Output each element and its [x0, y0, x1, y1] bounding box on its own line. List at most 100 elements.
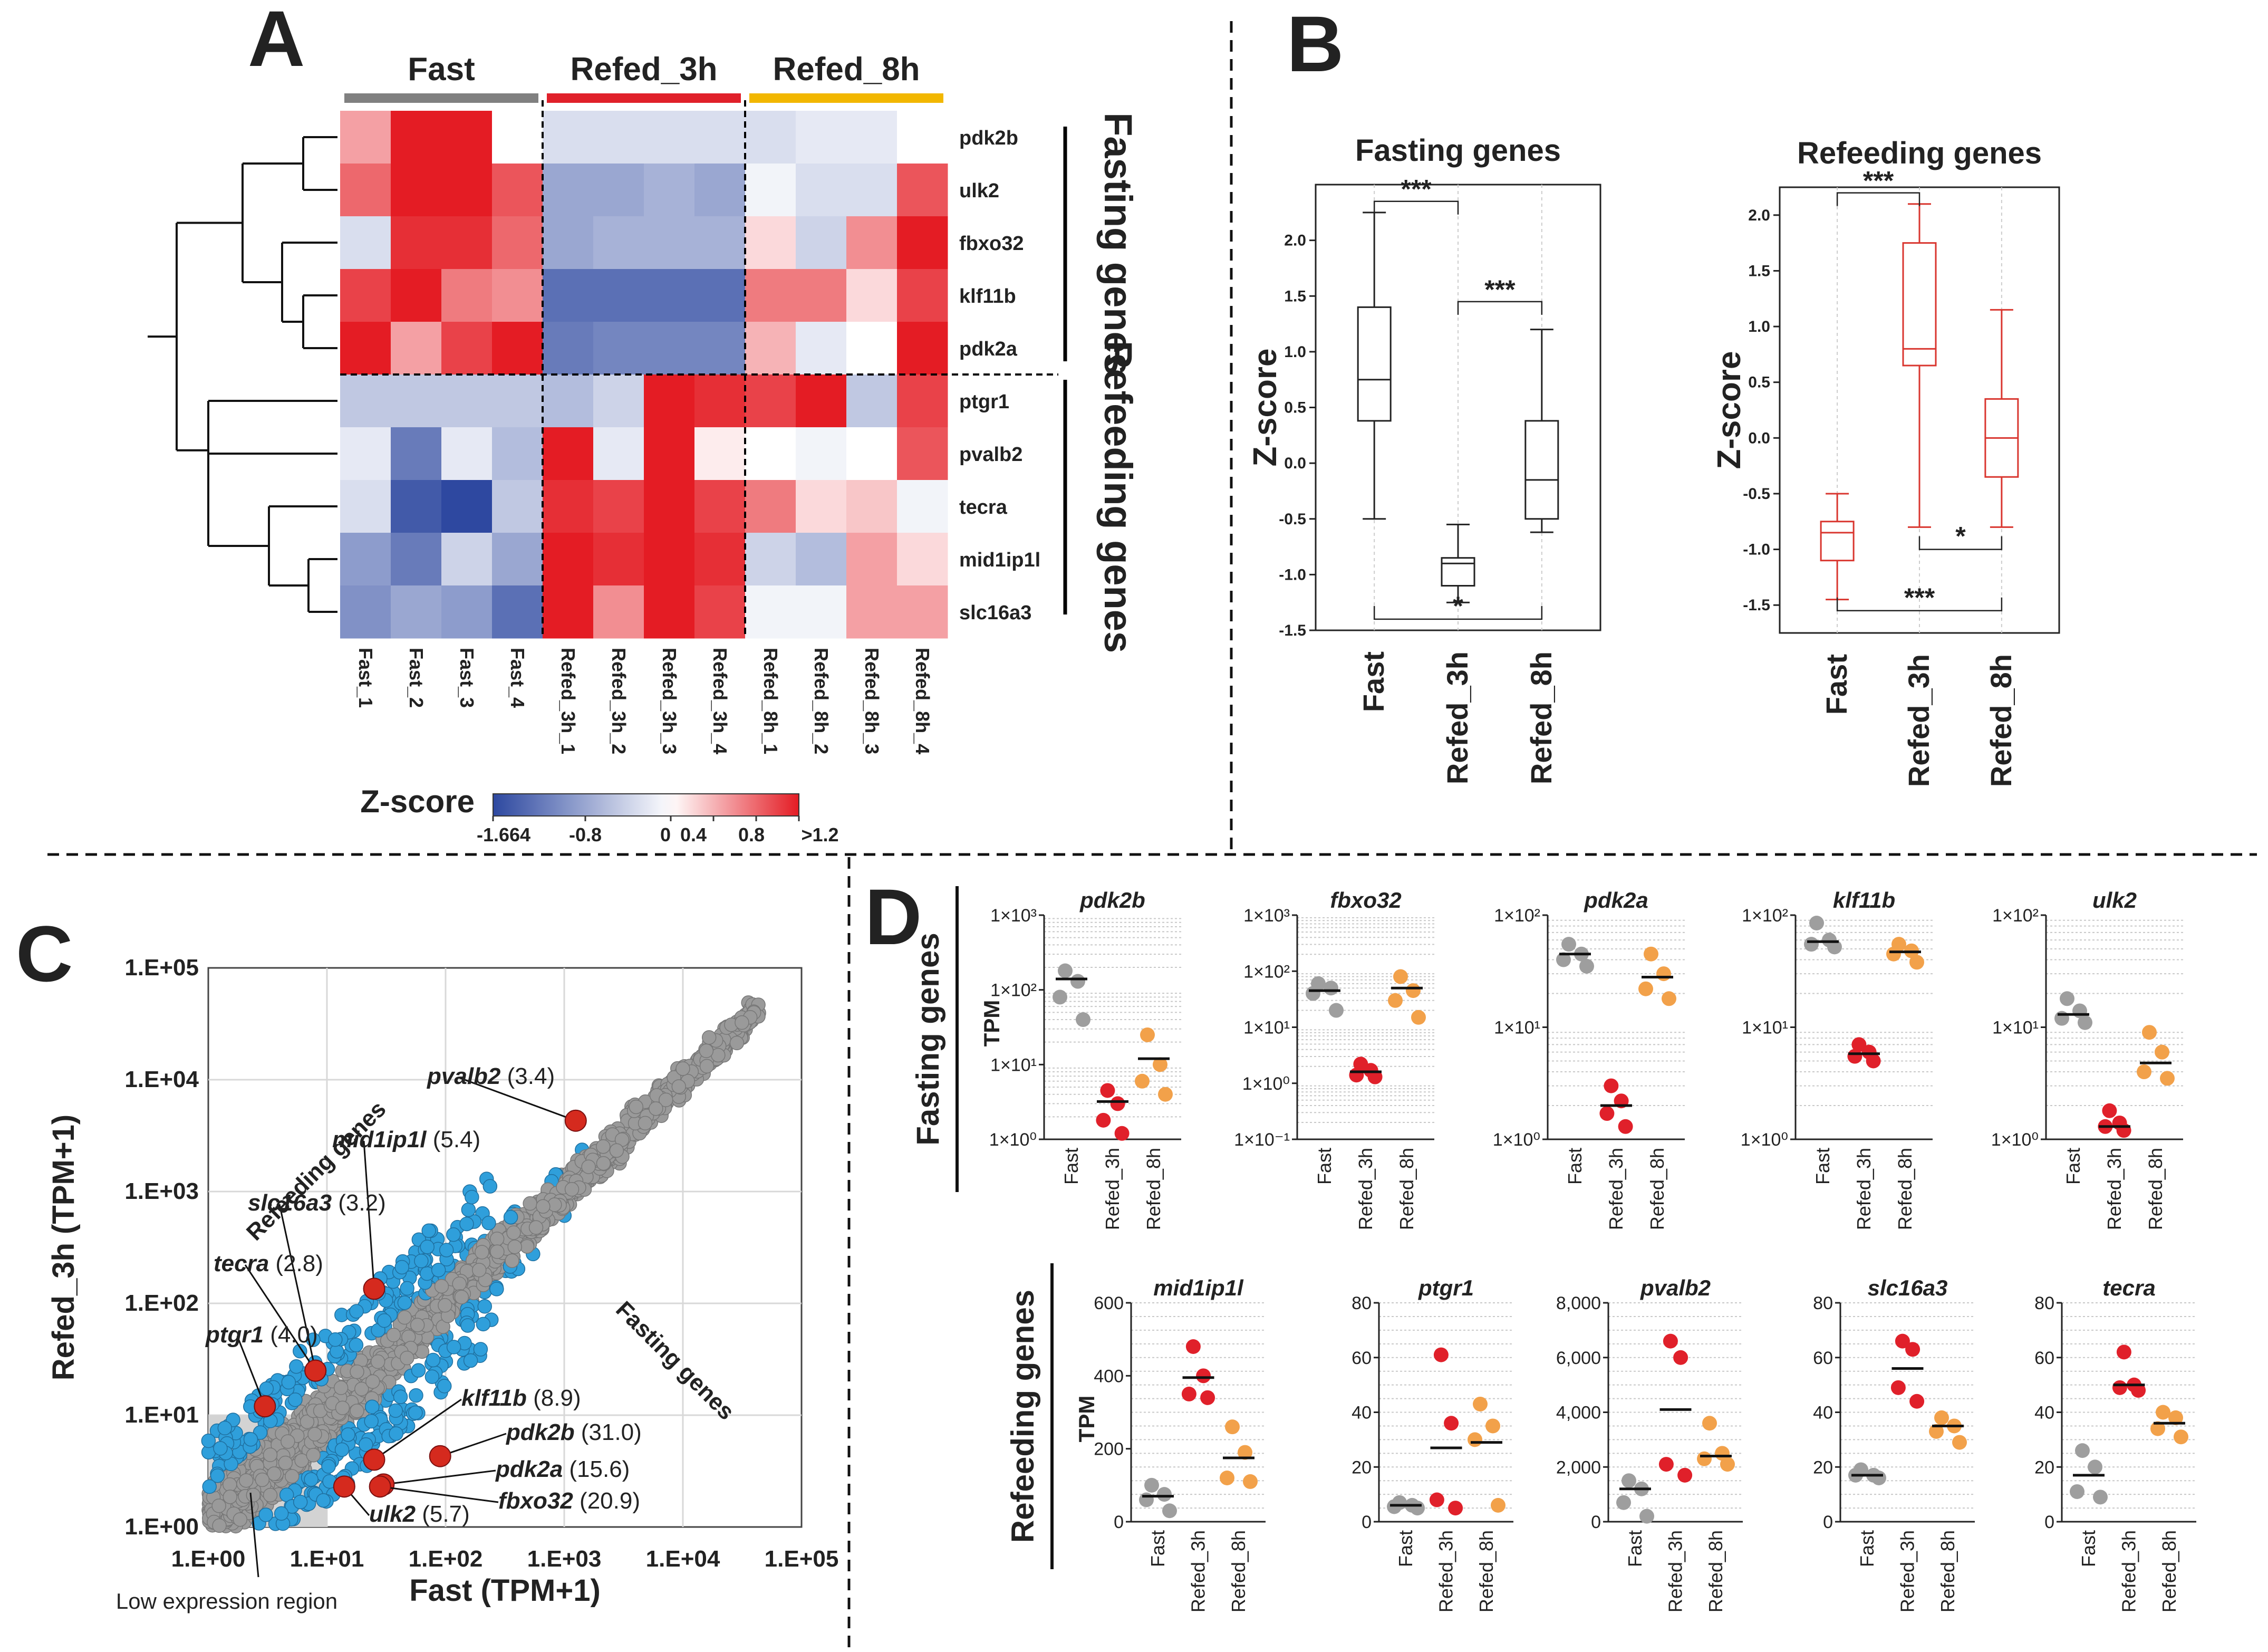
scatter-point [482, 1179, 498, 1194]
scatter-point [306, 1448, 321, 1463]
heatmap-cell [593, 216, 644, 270]
gene-fold-change: (20.9) [580, 1488, 640, 1514]
colorbar-title: Z-score [360, 784, 475, 819]
boxplot-ylabel: Z-score [1711, 351, 1748, 469]
panel-label-a: A [248, 0, 305, 83]
scatter-point [364, 1414, 379, 1429]
scatter-point [729, 1035, 745, 1051]
heatmap-cell [391, 533, 442, 586]
dotplot-ytick-label: 80 [1352, 1293, 1372, 1313]
scatter-ytick-label: 1.E+05 [124, 955, 199, 981]
heatmap-cell [340, 427, 391, 481]
scatter-point [223, 1490, 238, 1504]
dotplot-point [1561, 937, 1576, 952]
dotplot-xtick-label: Refed_3h [1188, 1530, 1209, 1612]
scatter-point [454, 1290, 469, 1304]
dotplot-point [1162, 1503, 1177, 1519]
panel-label-d: D [865, 872, 922, 961]
scatter-point [397, 1295, 412, 1310]
scatter-point [481, 1215, 496, 1231]
highlighted-gene-label: pdk2a (15.6) [495, 1456, 630, 1482]
scatter-point [289, 1359, 304, 1374]
dotplot-ytick-label: 6,000 [1556, 1348, 1601, 1368]
dotplot-point [2150, 1421, 2165, 1436]
dotplot-point [1448, 1501, 1463, 1516]
scatter-point [377, 1313, 392, 1328]
heatmap-cell [441, 322, 493, 375]
heatmap-cell [796, 480, 847, 533]
scatter-point [388, 1403, 403, 1418]
scatter-point [463, 1353, 478, 1368]
heatmap-cell [492, 374, 543, 428]
highlighted-gene-label: ulk2 (5.7) [369, 1501, 470, 1527]
scatter-point [350, 1404, 364, 1418]
scatter-point [420, 1240, 435, 1254]
scatter-point [365, 1399, 380, 1415]
dotplot-point [1411, 1010, 1426, 1025]
scatter-point [349, 1338, 364, 1352]
boxplot-title: Refeeding genes [1797, 136, 2042, 170]
boxplot-ytick-label: -0.5 [1743, 485, 1770, 503]
highlighted-gene-label: mid1ip1l (5.4) [332, 1127, 480, 1152]
heatmap-row-label: ptgr1 [959, 391, 1009, 413]
heatmap-cell [340, 322, 391, 375]
scatter-point [581, 1159, 596, 1174]
gene-fold-change: (31.0) [581, 1419, 642, 1445]
dotplot-ytick-label: 1×10³ [1243, 906, 1290, 926]
heatmap-cell [897, 269, 948, 322]
heatmap-cell [441, 585, 493, 639]
dotplot-xtick-label: Refed_8h [2145, 1148, 2166, 1230]
dotplot-point [1804, 937, 1819, 952]
boxplot-ytick-label: 1.0 [1748, 318, 1770, 335]
scatter-point [400, 1350, 414, 1366]
dotplot-ytick-label: 8,000 [1556, 1293, 1601, 1313]
highlighted-gene-label: tecra (2.8) [214, 1251, 323, 1276]
gene-name: pdk2a [495, 1456, 569, 1482]
heatmap-cell [694, 164, 746, 217]
scatter-point [446, 1340, 461, 1355]
dotplot-point [1720, 1457, 1735, 1472]
scatter-point [217, 1420, 233, 1436]
dotplot-point [2088, 1459, 2102, 1475]
dotplot-ytick-label: 0 [2044, 1512, 2054, 1532]
dotplot-title: pdk2b [1079, 888, 1145, 913]
dotplot-ytick-label: 600 [1094, 1293, 1124, 1313]
tpm-ylabel: TPM [1074, 1396, 1099, 1443]
dotplot-point [1388, 993, 1403, 1008]
scatter-point [414, 1253, 429, 1269]
dotplot-point [1934, 1410, 1949, 1425]
dotplot-point [2093, 1490, 2108, 1505]
heatmap-row-label: klf11b [959, 285, 1016, 308]
scatter-point [465, 1189, 479, 1205]
boxplot-ytick-label: 1.5 [1284, 287, 1306, 305]
heatmap-cell [492, 427, 543, 481]
heatmap-cell [897, 374, 948, 428]
heatmap-group-bar [344, 93, 538, 103]
significance-bracket [1836, 597, 2003, 611]
scatter-point [335, 1400, 350, 1415]
scatter-point [477, 1299, 493, 1314]
heatmap-cell [492, 269, 543, 322]
dotplot-xtick-label: Refed_8h [1396, 1148, 1417, 1230]
dotplot-ytick-label: 0 [1591, 1512, 1601, 1532]
dotplot-ytick-label: 1×10² [1742, 906, 1788, 926]
heatmap-cell [694, 533, 746, 586]
dotplot-point [1410, 1501, 1425, 1516]
heatmap-column-label: Fast_2 [406, 648, 427, 708]
scatter-point [424, 1369, 440, 1384]
dotplot-point [1952, 1435, 1967, 1450]
dotplot-title: fbxo32 [1330, 888, 1401, 913]
dotplot-ytick-label: 1×10¹ [1243, 1018, 1290, 1038]
dotplot-point [1866, 1053, 1881, 1069]
heatmap-cell [543, 480, 594, 533]
dotplot-point [1110, 1096, 1125, 1111]
colorbar-tick-label: -0.8 [569, 824, 602, 846]
highlighted-gene-point [564, 1109, 587, 1132]
heatmap-group-bar [749, 93, 943, 103]
gene-fold-change: (2.8) [275, 1251, 323, 1276]
heatmap-cell [846, 164, 897, 217]
dotplot-xtick-label: Refed_8h [1705, 1530, 1726, 1612]
heatmap-cell [745, 216, 796, 270]
heatmap-cell [492, 585, 543, 639]
